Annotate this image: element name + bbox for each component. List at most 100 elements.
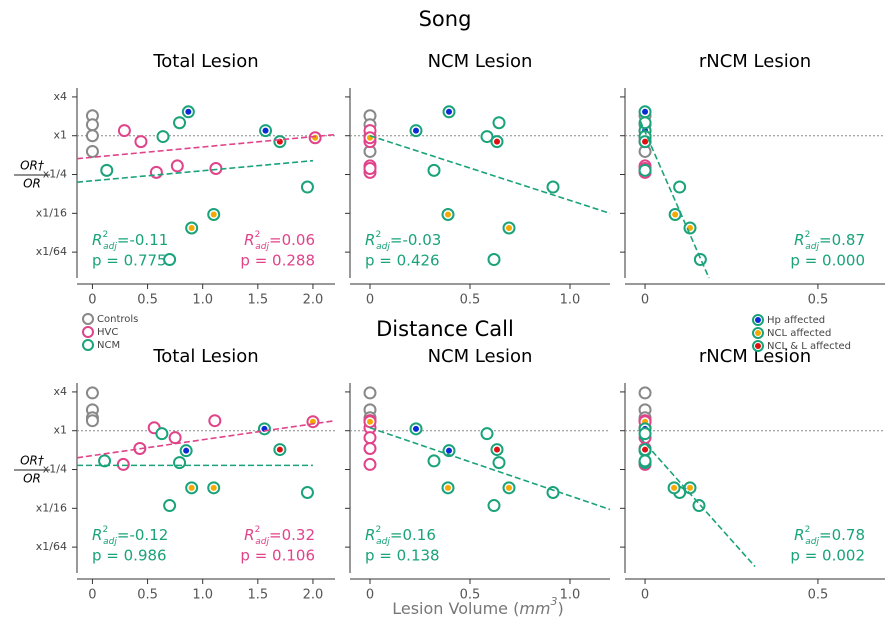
y-tick-label: x1/4 [43, 463, 67, 476]
x-label-sup: 3 [551, 595, 558, 608]
x-tick-label: 1.5 [247, 293, 268, 308]
point [427, 454, 441, 468]
x-tick-label: 2.0 [303, 293, 324, 308]
r2-sub: adj [805, 537, 819, 547]
point-center [642, 138, 649, 145]
stat-r2: R2 adj=-0.12 [92, 525, 168, 547]
point [173, 456, 187, 470]
y-tick-label: x1 [53, 129, 67, 142]
point [363, 431, 377, 445]
point-center [413, 127, 419, 134]
point [363, 441, 377, 455]
point [363, 386, 377, 400]
point-center [445, 484, 451, 491]
r2-value: =-0.11 [117, 231, 168, 249]
point-center [262, 127, 269, 134]
point-center [446, 447, 452, 454]
x-tick-label: 0 [366, 588, 374, 603]
r2-sup: 2 [255, 230, 261, 240]
y-tick-label: x1/16 [36, 501, 67, 514]
point [546, 180, 560, 194]
stat-p: p = 0.288 [240, 252, 315, 270]
row-title: Song [419, 7, 472, 31]
stat-p: p = 0.106 [240, 547, 315, 565]
stat-r2: R2 adj=0.87 [794, 230, 865, 252]
stat-p: p = 0.138 [365, 547, 440, 565]
point-center [506, 484, 512, 491]
y-tick-label: x1/4 [43, 168, 67, 181]
y-tick-label: x1/16 [36, 206, 67, 219]
y-tick-label: x1/64 [36, 245, 67, 258]
r2-base: R [92, 526, 102, 544]
stat-r2: R2 adj=-0.11 [92, 230, 168, 252]
stat-r2: R2 adj=-0.03 [365, 230, 441, 252]
y-label-numerator: OR† [20, 159, 45, 173]
point [163, 499, 177, 513]
panel-title: Total Lesion [152, 51, 258, 72]
r2-sup: 2 [805, 230, 811, 240]
r2-sup: 2 [375, 230, 381, 240]
point-center [183, 447, 190, 454]
x-tick-label: 0.5 [808, 293, 829, 308]
fit-line [369, 134, 611, 215]
point [638, 454, 652, 468]
point [363, 457, 377, 471]
x-tick-label: 0 [88, 588, 96, 603]
x-label-close: ) [558, 599, 564, 618]
fit-line [639, 120, 710, 279]
r2-value: =0.87 [819, 231, 865, 249]
legend-marker-center [755, 317, 761, 323]
point-center [687, 484, 693, 491]
fit-line [76, 419, 336, 459]
point-center [413, 425, 419, 432]
point [300, 486, 314, 500]
r2-sup: 2 [255, 525, 261, 535]
x-tick-label: 0.5 [137, 293, 158, 308]
point [492, 456, 506, 470]
stat-p: p = 0.426 [365, 252, 440, 270]
y-label-denominator: OR [23, 472, 41, 486]
r2-sub: adj [255, 242, 269, 252]
r2-base: R [794, 231, 804, 249]
x-label-text: Lesion Volume ( [392, 599, 519, 618]
stat-r2: R2 adj=0.16 [365, 525, 436, 547]
point [693, 253, 707, 267]
r2-sub: adj [805, 242, 819, 252]
r2-base: R [365, 231, 375, 249]
point [149, 165, 163, 179]
x-tick-label: 0.5 [460, 588, 481, 603]
point-center [188, 484, 195, 491]
point [85, 386, 99, 400]
r2-base: R [365, 526, 375, 544]
legend-marker-center [755, 330, 761, 336]
point-center [367, 418, 373, 425]
legend-label: HVC [97, 327, 118, 338]
r2-value: =0.16 [390, 526, 436, 544]
x-tick-label: 0.5 [460, 293, 481, 308]
point-center [210, 211, 217, 218]
legend-label: Hp affected [767, 315, 825, 326]
point [638, 386, 652, 400]
x-tick-label: 0 [641, 293, 649, 308]
x-label-var: mm [519, 599, 550, 618]
r2-sup: 2 [805, 525, 811, 535]
y-label-numerator: OR† [20, 454, 45, 468]
point [100, 163, 114, 177]
point [480, 427, 494, 441]
fit-line [369, 427, 611, 511]
point-center [672, 211, 679, 218]
point [85, 129, 99, 143]
x-tick-label: 0 [366, 293, 374, 308]
point-center [494, 138, 500, 145]
point [427, 163, 441, 177]
stat-p: p = 0.775 [92, 252, 167, 270]
point-center [445, 211, 451, 218]
legend-label: NCL & L affected [767, 341, 851, 352]
r2-base: R [244, 526, 254, 544]
point-center [185, 108, 192, 115]
panel-title: NCM Lesion [428, 51, 533, 72]
x-tick-label: 1.5 [247, 588, 268, 603]
point-center [642, 108, 649, 115]
r2-sub: adj [376, 537, 390, 547]
r2-value: =0.78 [819, 526, 865, 544]
